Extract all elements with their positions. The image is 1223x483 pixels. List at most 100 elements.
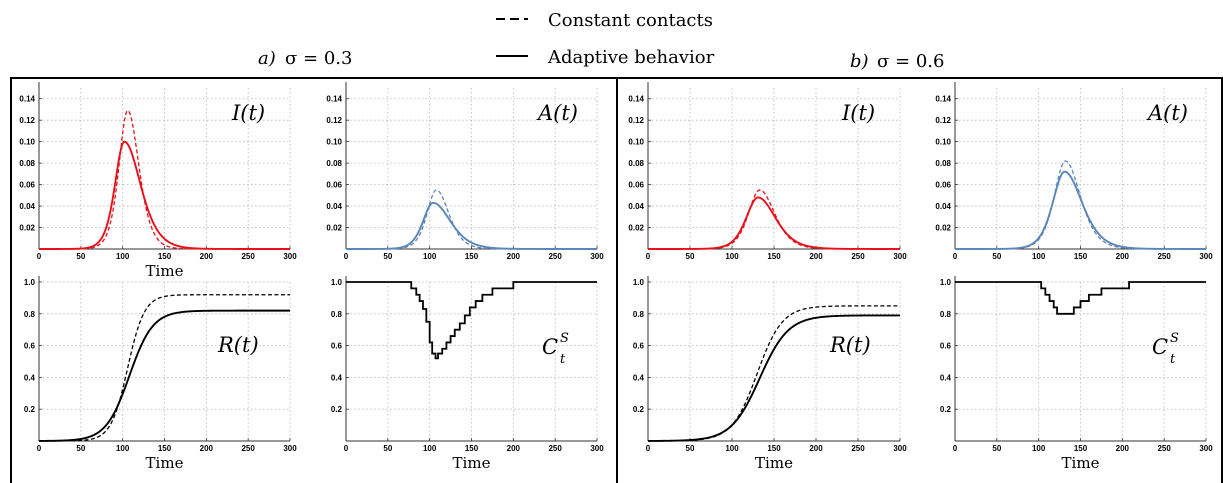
x-tick-label: 300 [590, 444, 604, 453]
x-tick-label: 200 [809, 252, 823, 261]
y-tick-label: 0.06 [326, 181, 342, 190]
x-tick-label: 250 [1157, 444, 1171, 453]
y-tick-label: 0.14 [19, 95, 35, 104]
series-line-solid [346, 201, 597, 250]
panel-a-title: a) σ = 0.3 [258, 48, 352, 69]
curve-label-subscript: t [1170, 352, 1176, 367]
curve-label-superscript: S [560, 331, 569, 346]
x-tick-label: 100 [1032, 444, 1046, 453]
y-tick-label: 0.14 [628, 95, 644, 104]
chart-b-5: 0 50 100 150 200 250 300 0.02 0.04 0.06 0.08 0.10 0.… [935, 82, 1213, 261]
x-tick-label: 300 [1199, 252, 1213, 261]
x-tick-label: 100 [116, 252, 130, 261]
y-tick-label: 0.12 [326, 116, 342, 125]
x-tick-label: 250 [241, 444, 255, 453]
curve-label: C [542, 335, 558, 359]
chart-b-4: 0 50 100 150 200 250 300 0.02 0.04 0.06 0.08 0.10 0.… [628, 82, 907, 261]
y-tick-label: 0.6 [331, 342, 343, 351]
x-tick-label: 0 [344, 252, 349, 261]
y-tick-label: 0.02 [19, 224, 35, 233]
series-line-solid [39, 140, 290, 250]
x-tick-label: 0 [953, 252, 958, 261]
x-tick-label: 150 [158, 444, 172, 453]
panel-b-letter: b) [850, 51, 869, 72]
x-tick-label: 50 [383, 252, 392, 261]
x-tick-label: 200 [507, 444, 521, 453]
x-tick-label: 0 [646, 252, 651, 261]
x-tick-label: 250 [851, 252, 865, 261]
x-tick-label: 250 [548, 252, 562, 261]
y-tick-label: 0.12 [19, 116, 35, 125]
curve-label: R(t) [829, 333, 871, 357]
curve-label-subscript: t [560, 352, 566, 367]
x-axis-label: Time [1062, 454, 1100, 472]
x-tick-label: 300 [283, 444, 297, 453]
x-tick-label: 100 [1032, 252, 1046, 261]
series-line-solid [648, 314, 900, 442]
x-tick-label: 150 [465, 252, 479, 261]
y-tick-label: 0.12 [628, 116, 644, 125]
y-tick-label: 0.10 [19, 138, 35, 147]
y-tick-label: 0.14 [935, 95, 951, 104]
y-tick-label: 0.06 [19, 181, 35, 190]
y-tick-label: 0.6 [24, 342, 36, 351]
curve-label: A(t) [1146, 101, 1188, 125]
x-tick-label: 0 [344, 444, 349, 453]
x-tick-label: 200 [200, 252, 214, 261]
x-tick-label: 200 [200, 444, 214, 453]
series-line-solid [39, 309, 290, 442]
x-axis-label: Time [755, 454, 793, 472]
x-tick-label: 0 [37, 252, 42, 261]
legend-dashed-label: Constant contacts [548, 10, 713, 31]
y-tick-label: 0.2 [331, 405, 343, 414]
x-tick-label: 50 [686, 252, 695, 261]
y-tick-label: 0.12 [935, 116, 951, 125]
x-tick-label: 0 [646, 444, 651, 453]
y-tick-label: 0.04 [19, 202, 35, 211]
y-tick-label: 0.04 [326, 202, 342, 211]
y-tick-label: 0.6 [633, 342, 645, 351]
legend: Constant contacts Adaptive behavior [496, 10, 715, 68]
x-tick-label: 250 [548, 444, 562, 453]
y-tick-label: 0.14 [326, 95, 342, 104]
y-tick-label: 0.08 [628, 159, 644, 168]
series-line-solid [346, 281, 597, 360]
x-tick-label: 50 [992, 252, 1001, 261]
y-tick-label: 0.4 [633, 373, 645, 382]
y-tick-label: 0.8 [24, 310, 36, 319]
x-tick-label: 150 [1074, 444, 1088, 453]
y-tick-label: 0.04 [935, 202, 951, 211]
x-tick-label: 300 [893, 444, 907, 453]
curve-label-superscript: S [1170, 331, 1179, 346]
x-axis-label: Time [146, 454, 184, 472]
x-tick-label: 300 [590, 252, 604, 261]
x-axis-label: Time [453, 454, 491, 472]
y-tick-label: 0.08 [19, 159, 35, 168]
y-tick-label: 1.0 [940, 278, 952, 287]
series-line-solid [955, 170, 1206, 250]
y-tick-label: 1.0 [331, 278, 343, 287]
y-tick-label: 0.2 [940, 405, 952, 414]
x-tick-label: 0 [37, 444, 42, 453]
y-tick-label: 0.10 [326, 138, 342, 147]
curve-label: R(t) [217, 333, 259, 357]
chart-b-6: 0 50 100 150 200 250 300 0.2 0.4 0.6 0.8 1.0 Time R(t… [633, 276, 907, 472]
y-tick-label: 0.4 [24, 373, 36, 382]
y-tick-label: 0.8 [633, 310, 645, 319]
curve-label: C [1152, 335, 1168, 359]
x-tick-label: 300 [283, 252, 297, 261]
curve-label: I(t) [841, 101, 875, 125]
y-tick-label: 0.2 [24, 405, 36, 414]
y-tick-label: 0.10 [628, 138, 644, 147]
chart-a-3: 0 50 100 150 200 250 300 0.2 0.4 0.6 0.8 1.0 Time C St [331, 276, 604, 472]
y-tick-label: 0.02 [628, 224, 644, 233]
x-tick-label: 50 [686, 444, 695, 453]
x-tick-label: 200 [1116, 444, 1130, 453]
y-tick-label: 0.06 [935, 181, 951, 190]
y-tick-label: 0.02 [935, 224, 951, 233]
chart-a-2: 0 50 100 150 200 250 300 0.2 0.4 0.6 0.8 1.0 Time R(t… [24, 276, 297, 472]
y-tick-label: 0.04 [628, 202, 644, 211]
x-tick-label: 100 [725, 444, 739, 453]
x-tick-label: 200 [809, 444, 823, 453]
x-tick-label: 100 [116, 444, 130, 453]
